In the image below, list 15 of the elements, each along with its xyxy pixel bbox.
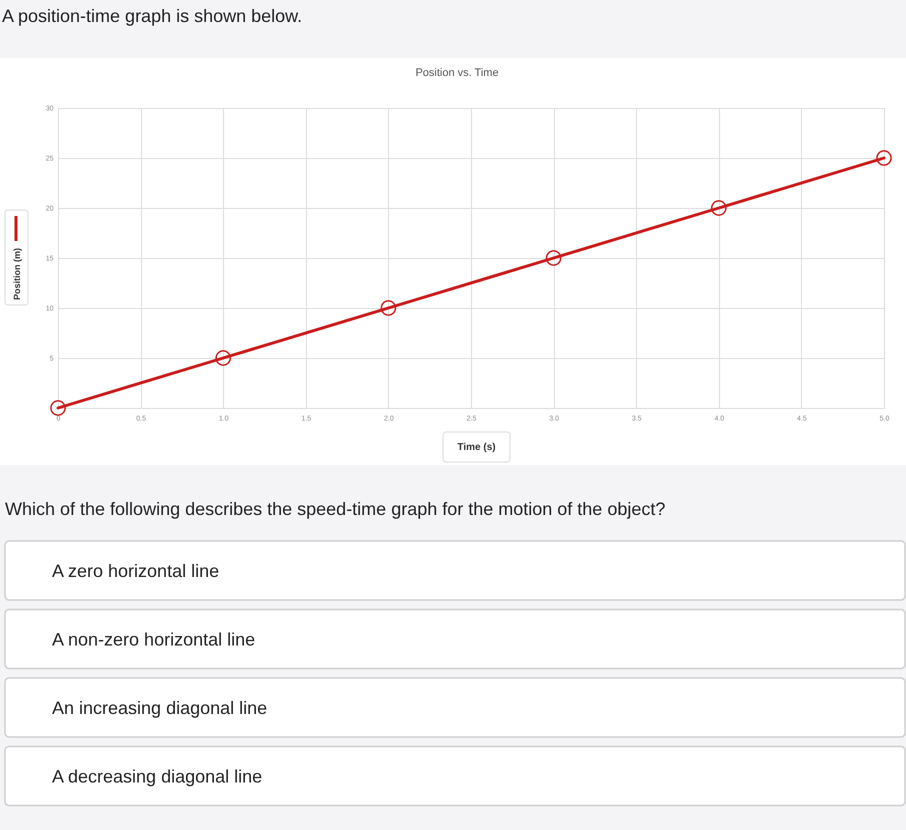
chart-title: Position vs. Time: [415, 67, 499, 79]
point: [380, 300, 396, 316]
text: Position (m): [12, 248, 22, 300]
text: A zero horizontal line: [52, 561, 220, 581]
text: A decreasing diagonal line: [52, 766, 262, 786]
point: [876, 150, 892, 166]
point: [546, 250, 562, 266]
x-axis-title: Time (s): [457, 442, 496, 453]
text: A position-time graph is shown below.: [2, 6, 302, 26]
point: [215, 350, 232, 366]
text: Which of the following describes the speed-time graph for the motion of the object?: [5, 499, 666, 519]
point: [710, 200, 727, 216]
point: [50, 400, 66, 416]
text: A non-zero horizontal line: [52, 630, 256, 650]
text: An increasing diagonal line: [52, 698, 268, 718]
